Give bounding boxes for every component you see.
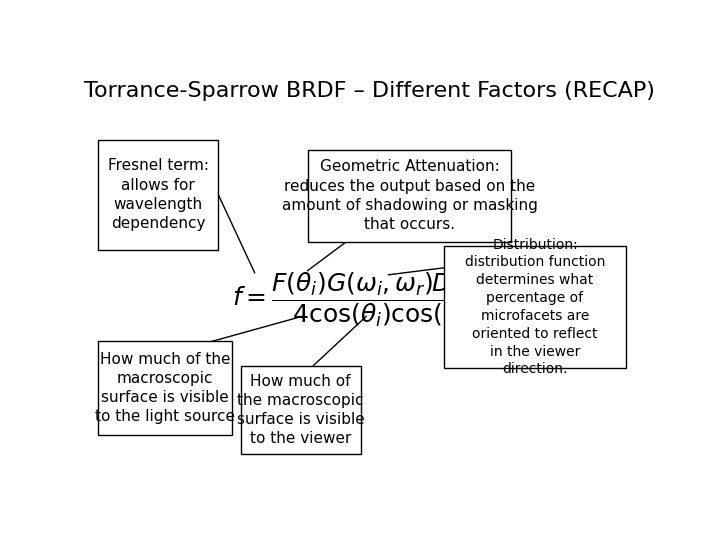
Text: Geometric Attenuation:
reduces the output based on the
amount of shadowing or ma: Geometric Attenuation: reduces the outpu… [282, 159, 537, 232]
Text: How much of
the macroscopic
surface is visible
to the viewer: How much of the macroscopic surface is v… [237, 374, 364, 446]
Text: Distribution:
distribution function
determines what
percentage of
microfacets ar: Distribution: distribution function dete… [465, 238, 606, 376]
FancyBboxPatch shape [240, 366, 361, 454]
FancyBboxPatch shape [307, 150, 511, 241]
FancyBboxPatch shape [99, 140, 218, 250]
Text: Fresnel term:
allows for
wavelength
dependency: Fresnel term: allows for wavelength depe… [108, 158, 209, 231]
FancyBboxPatch shape [99, 341, 233, 435]
Text: How much of the
macroscopic
surface is visible
to the light source: How much of the macroscopic surface is v… [95, 352, 235, 424]
Text: Torrance-Sparrow BRDF – Different Factors (RECAP): Torrance-Sparrow BRDF – Different Factor… [84, 82, 654, 102]
FancyBboxPatch shape [444, 246, 626, 368]
Text: $f = \dfrac{F(\theta_i)G(\omega_i,\omega_r)D(\theta_h)}{4\cos(\theta_i)\cos(\the: $f = \dfrac{F(\theta_i)G(\omega_i,\omega… [233, 271, 499, 329]
